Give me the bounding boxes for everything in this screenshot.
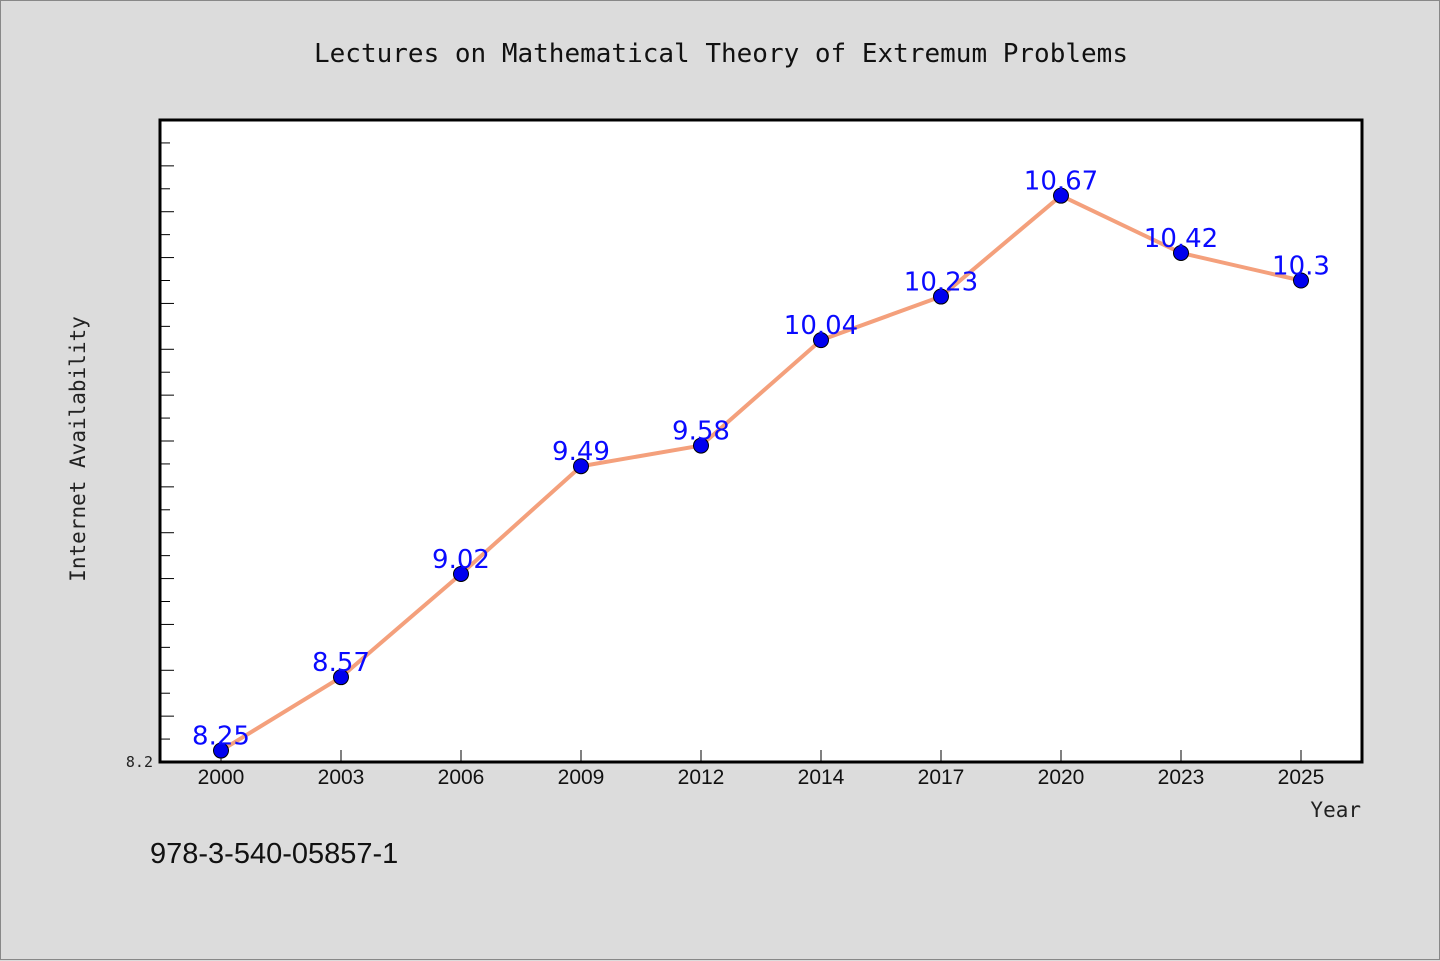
data-label: 10.3 — [1272, 252, 1330, 282]
y-axis-label: Internet Availability — [66, 316, 90, 582]
data-point — [693, 437, 709, 454]
data-point — [1053, 187, 1069, 204]
y-tick-label: 8.2 — [126, 753, 153, 771]
data-label: 9.58 — [672, 417, 730, 447]
data-point — [333, 669, 349, 686]
x-tick-label: 2000 — [198, 766, 245, 789]
data-label: 9.02 — [432, 545, 490, 575]
data-point — [1173, 244, 1189, 261]
data-point — [1293, 272, 1309, 289]
data-point — [813, 332, 829, 349]
data-point — [213, 742, 229, 759]
x-tick-label: 2006 — [438, 766, 485, 789]
data-label: 10.04 — [784, 311, 858, 341]
x-axis-ticks: 2000 2003 2006 2009 2012 2014 2017 2020 2023 2025 — [198, 750, 1325, 789]
x-tick-label: 2014 — [798, 766, 845, 789]
plot-area — [160, 120, 1362, 762]
data-label: 9.49 — [552, 437, 610, 467]
x-tick-label: 2025 — [1278, 766, 1325, 789]
y-axis-ticks — [160, 119, 174, 763]
x-tick-label: 2020 — [1038, 766, 1085, 789]
x-tick-label: 2017 — [918, 766, 965, 789]
data-label: 10.42 — [1144, 224, 1218, 254]
series-layer: 8.25 8.57 9.02 9.49 9.58 10.04 10.23 10.67 10.42… — [192, 167, 1330, 759]
data-point — [933, 288, 949, 305]
data-point — [573, 458, 589, 475]
data-label: 8.25 — [192, 722, 250, 752]
footnote: 978-3-540-05857-1 — [150, 838, 398, 870]
x-tick-label: 2003 — [318, 766, 365, 789]
chart-title: Lectures on Mathematical Theory of Extre… — [314, 39, 1128, 69]
x-tick-label: 2012 — [678, 766, 725, 789]
x-axis-label: Year — [1310, 798, 1361, 822]
plot-border — [158, 118, 1364, 764]
series-line — [219, 193, 1303, 753]
x-tick-label: 2009 — [558, 766, 605, 789]
data-label: 10.23 — [904, 268, 978, 298]
x-tick-label: 2023 — [1158, 766, 1205, 789]
data-point — [453, 565, 469, 582]
data-label: 10.67 — [1024, 167, 1098, 197]
data-label: 8.57 — [312, 648, 370, 678]
